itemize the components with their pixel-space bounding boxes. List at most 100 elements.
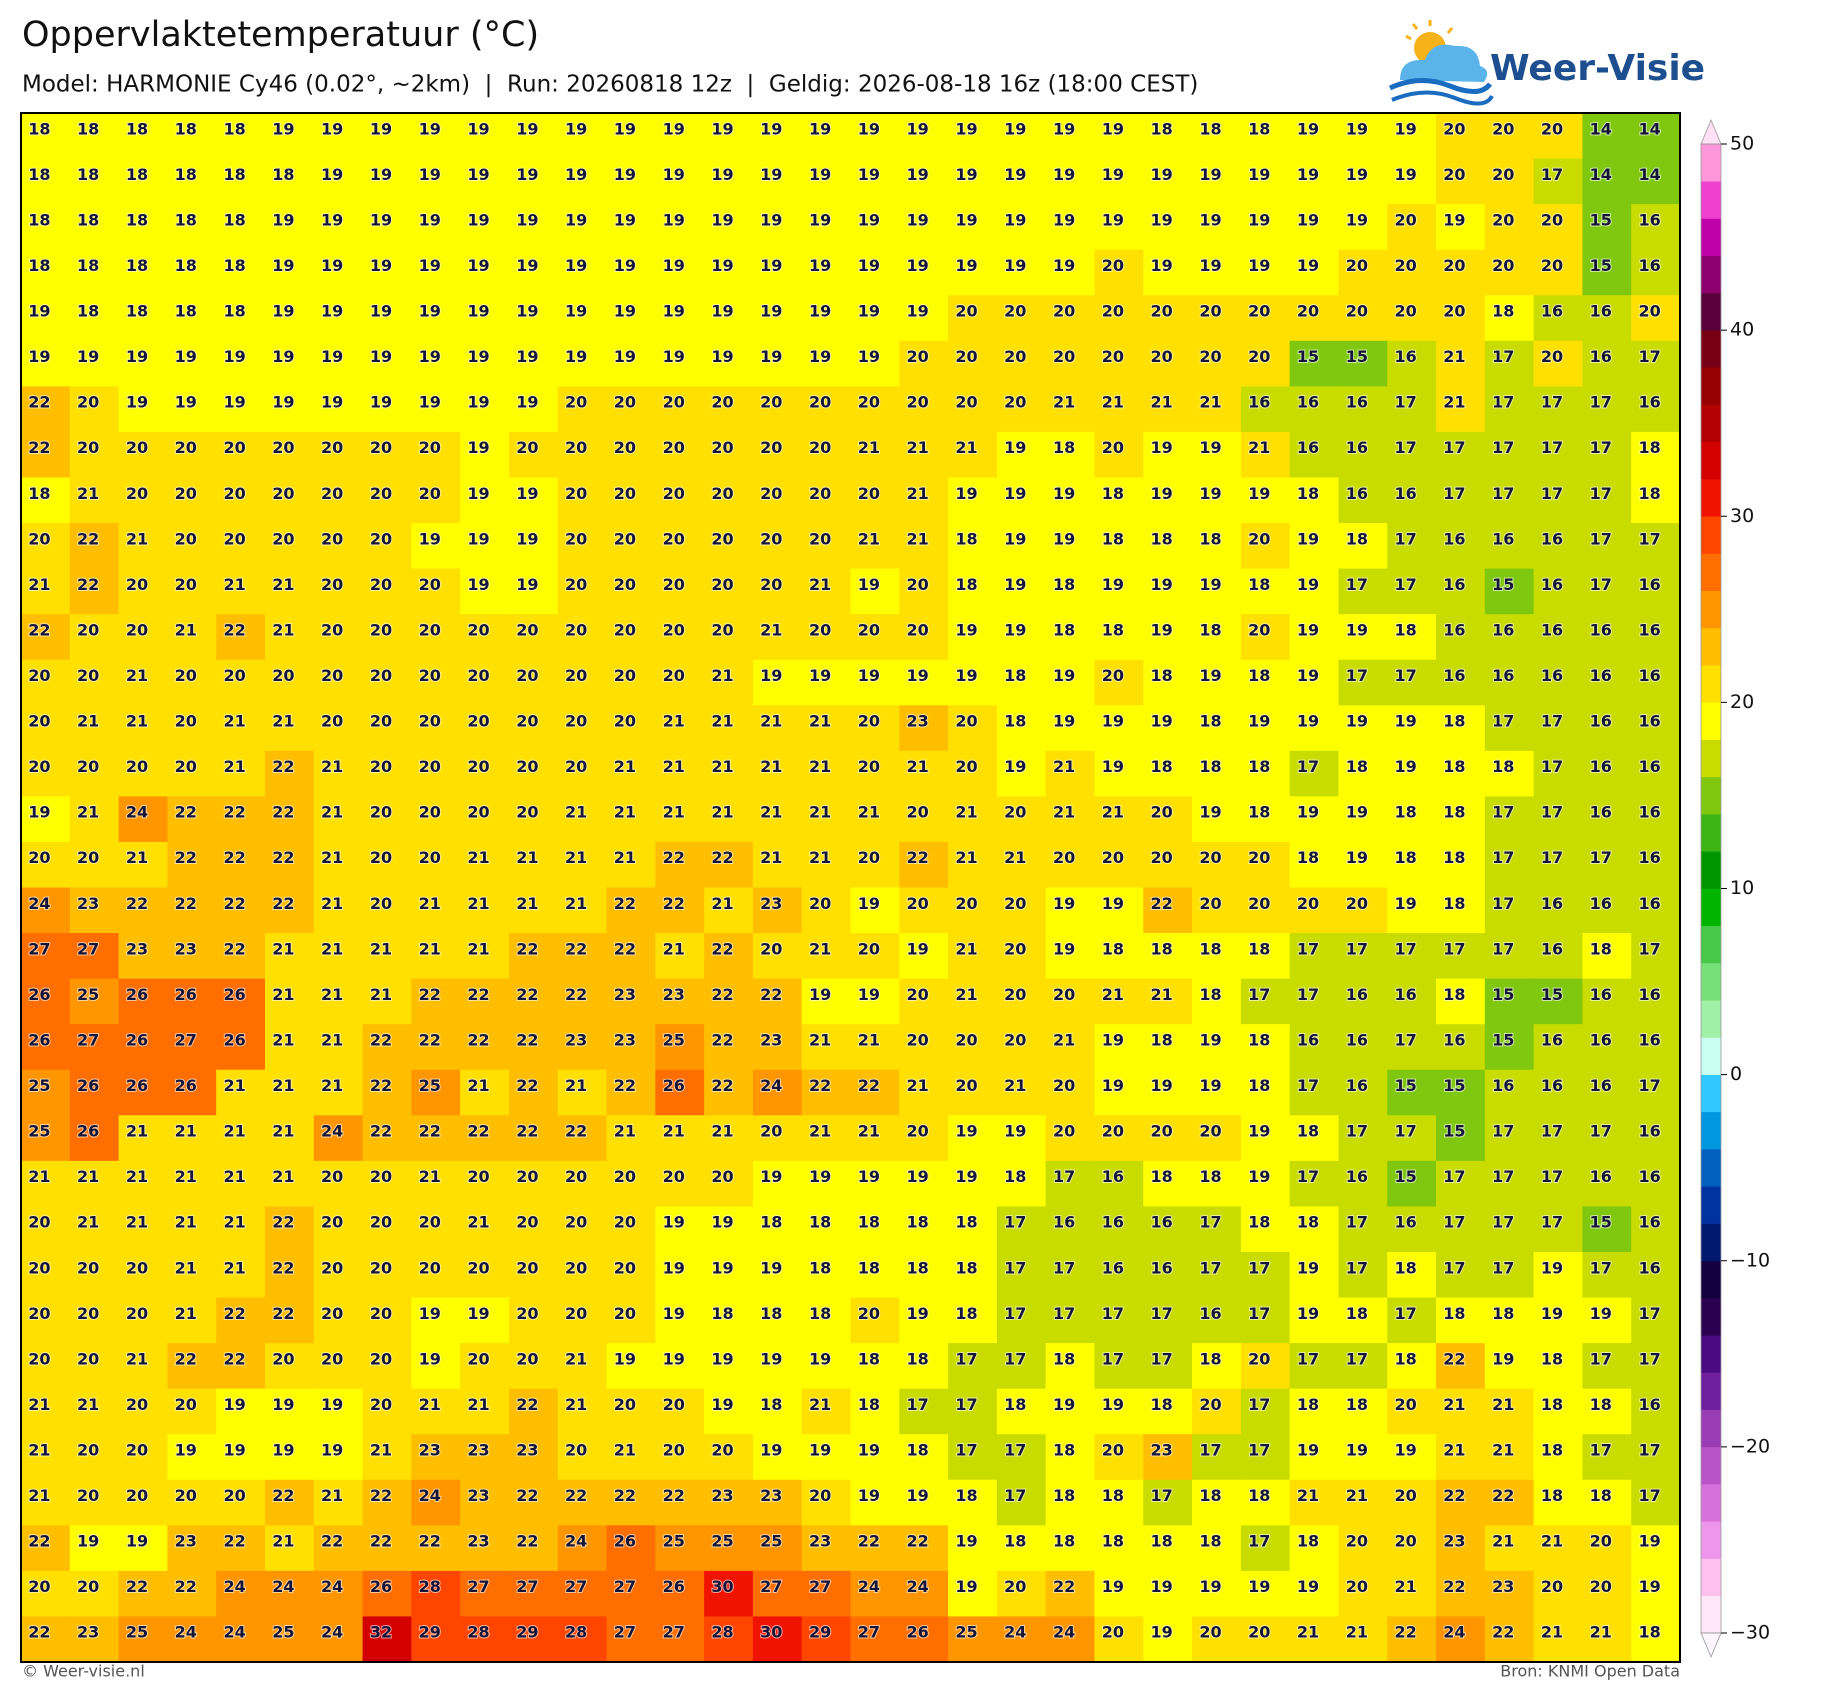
temperature-cell bbox=[411, 1570, 461, 1617]
temperature-cell bbox=[460, 1479, 510, 1526]
temperature-cell bbox=[21, 1251, 71, 1299]
temperature-label: 20 bbox=[663, 620, 685, 639]
temperature-cell bbox=[1436, 1434, 1486, 1481]
temperature-cell bbox=[704, 705, 754, 752]
temperature-label: 19 bbox=[516, 302, 538, 321]
temperature-cell bbox=[655, 614, 705, 661]
temperature-cell bbox=[557, 1525, 608, 1572]
temperature-label: 16 bbox=[1492, 666, 1514, 685]
temperature-cell bbox=[460, 386, 510, 433]
temperature-cell bbox=[1533, 1525, 1583, 1572]
temperature-cell bbox=[1240, 1206, 1291, 1253]
temperature-label: 20 bbox=[419, 620, 441, 639]
temperature-label: 15 bbox=[1492, 1030, 1514, 1049]
temperature-cell bbox=[460, 978, 510, 1025]
temperature-cell bbox=[313, 659, 364, 706]
temperature-label: 23 bbox=[809, 1532, 831, 1551]
temperature-label: 21 bbox=[1004, 1076, 1026, 1095]
temperature-cell bbox=[167, 477, 217, 524]
temperature-label: 20 bbox=[516, 1304, 538, 1323]
temperature-cell bbox=[362, 1479, 412, 1526]
temperature-cell bbox=[118, 158, 168, 205]
temperature-label: 22 bbox=[370, 1532, 392, 1551]
temperature-label: 17 bbox=[1394, 1304, 1416, 1323]
temperature-cell bbox=[1387, 750, 1437, 797]
temperature-label: 20 bbox=[370, 712, 392, 731]
temperature-cell bbox=[1387, 1479, 1437, 1526]
temperature-cell bbox=[655, 295, 705, 342]
temperature-cell bbox=[1533, 1297, 1583, 1344]
temperature-cell bbox=[1484, 659, 1535, 706]
temperature-label: 24 bbox=[223, 1623, 245, 1642]
temperature-label: 21 bbox=[858, 529, 880, 548]
colorbar-tick-label: 30 bbox=[1730, 505, 1754, 527]
temperature-cell bbox=[1289, 340, 1339, 387]
temperature-label: 20 bbox=[370, 894, 392, 913]
temperature-label: 19 bbox=[1151, 712, 1173, 731]
temperature-cell bbox=[557, 431, 608, 478]
temperature-label: 21 bbox=[223, 575, 245, 594]
temperature-label: 19 bbox=[1102, 1076, 1124, 1095]
temperature-label: 18 bbox=[223, 165, 245, 184]
temperature-cell bbox=[69, 933, 120, 980]
colorbar-band bbox=[1701, 144, 1721, 182]
colorbar-band bbox=[1701, 1372, 1721, 1410]
temperature-label: 19 bbox=[1102, 1030, 1124, 1049]
temperature-label: 20 bbox=[1248, 302, 1270, 321]
temperature-label: 23 bbox=[565, 1030, 587, 1049]
temperature-label: 16 bbox=[1638, 712, 1660, 731]
temperature-label: 23 bbox=[663, 985, 685, 1004]
temperature-label: 18 bbox=[1053, 1532, 1075, 1551]
temperature-cell bbox=[1436, 1069, 1486, 1116]
temperature-label: 19 bbox=[711, 165, 733, 184]
temperature-label: 22 bbox=[223, 939, 245, 958]
temperature-label: 17 bbox=[1492, 712, 1514, 731]
temperature-label: 19 bbox=[272, 1440, 294, 1459]
temperature-label: 20 bbox=[565, 1440, 587, 1459]
temperature-label: 22 bbox=[516, 1532, 538, 1551]
temperature-cell bbox=[1533, 249, 1583, 296]
temperature-cell bbox=[850, 158, 900, 205]
temperature-cell bbox=[264, 386, 315, 433]
temperature-label: 20 bbox=[419, 1258, 441, 1277]
temperature-cell bbox=[411, 705, 461, 752]
temperature-cell bbox=[1338, 887, 1388, 934]
temperature-cell bbox=[313, 431, 364, 478]
temperature-cell bbox=[21, 1479, 71, 1526]
temperature-label: 18 bbox=[1151, 119, 1173, 138]
temperature-label: 22 bbox=[1443, 1486, 1465, 1505]
temperature-label: 19 bbox=[467, 529, 489, 548]
temperature-cell bbox=[167, 614, 217, 661]
temperature-cell bbox=[606, 1434, 656, 1481]
temperature-cell bbox=[801, 659, 851, 706]
temperature-label: 19 bbox=[614, 302, 636, 321]
temperature-cell bbox=[411, 1616, 461, 1663]
temperature-label: 29 bbox=[809, 1623, 831, 1642]
temperature-label: 20 bbox=[1004, 393, 1026, 412]
temperature-label: 19 bbox=[370, 347, 392, 366]
temperature-cell bbox=[69, 1115, 120, 1162]
temperature-label: 17 bbox=[1297, 1349, 1319, 1368]
temperature-cell bbox=[167, 841, 217, 888]
temperature-cell bbox=[1582, 158, 1632, 205]
temperature-cell bbox=[313, 1160, 364, 1207]
temperature-label: 19 bbox=[1297, 529, 1319, 548]
temperature-label: 19 bbox=[1053, 712, 1075, 731]
temperature-label: 16 bbox=[1638, 1122, 1660, 1141]
temperature-cell bbox=[996, 1115, 1047, 1162]
temperature-cell bbox=[1094, 659, 1144, 706]
temperature-cell bbox=[362, 750, 412, 797]
temperature-cell bbox=[606, 1115, 656, 1162]
temperature-cell bbox=[1436, 1297, 1486, 1344]
temperature-cell bbox=[69, 1479, 120, 1526]
temperature-label: 19 bbox=[1297, 1577, 1319, 1596]
temperature-label: 24 bbox=[321, 1623, 343, 1642]
temperature-label: 26 bbox=[223, 1030, 245, 1049]
temperature-cell bbox=[801, 295, 851, 342]
temperature-cell bbox=[1192, 1479, 1242, 1526]
temperature-label: 20 bbox=[907, 393, 929, 412]
temperature-label: 19 bbox=[1590, 1304, 1612, 1323]
temperature-label: 16 bbox=[1590, 803, 1612, 822]
temperature-label: 25 bbox=[663, 1532, 685, 1551]
temperature-label: 20 bbox=[760, 484, 782, 503]
